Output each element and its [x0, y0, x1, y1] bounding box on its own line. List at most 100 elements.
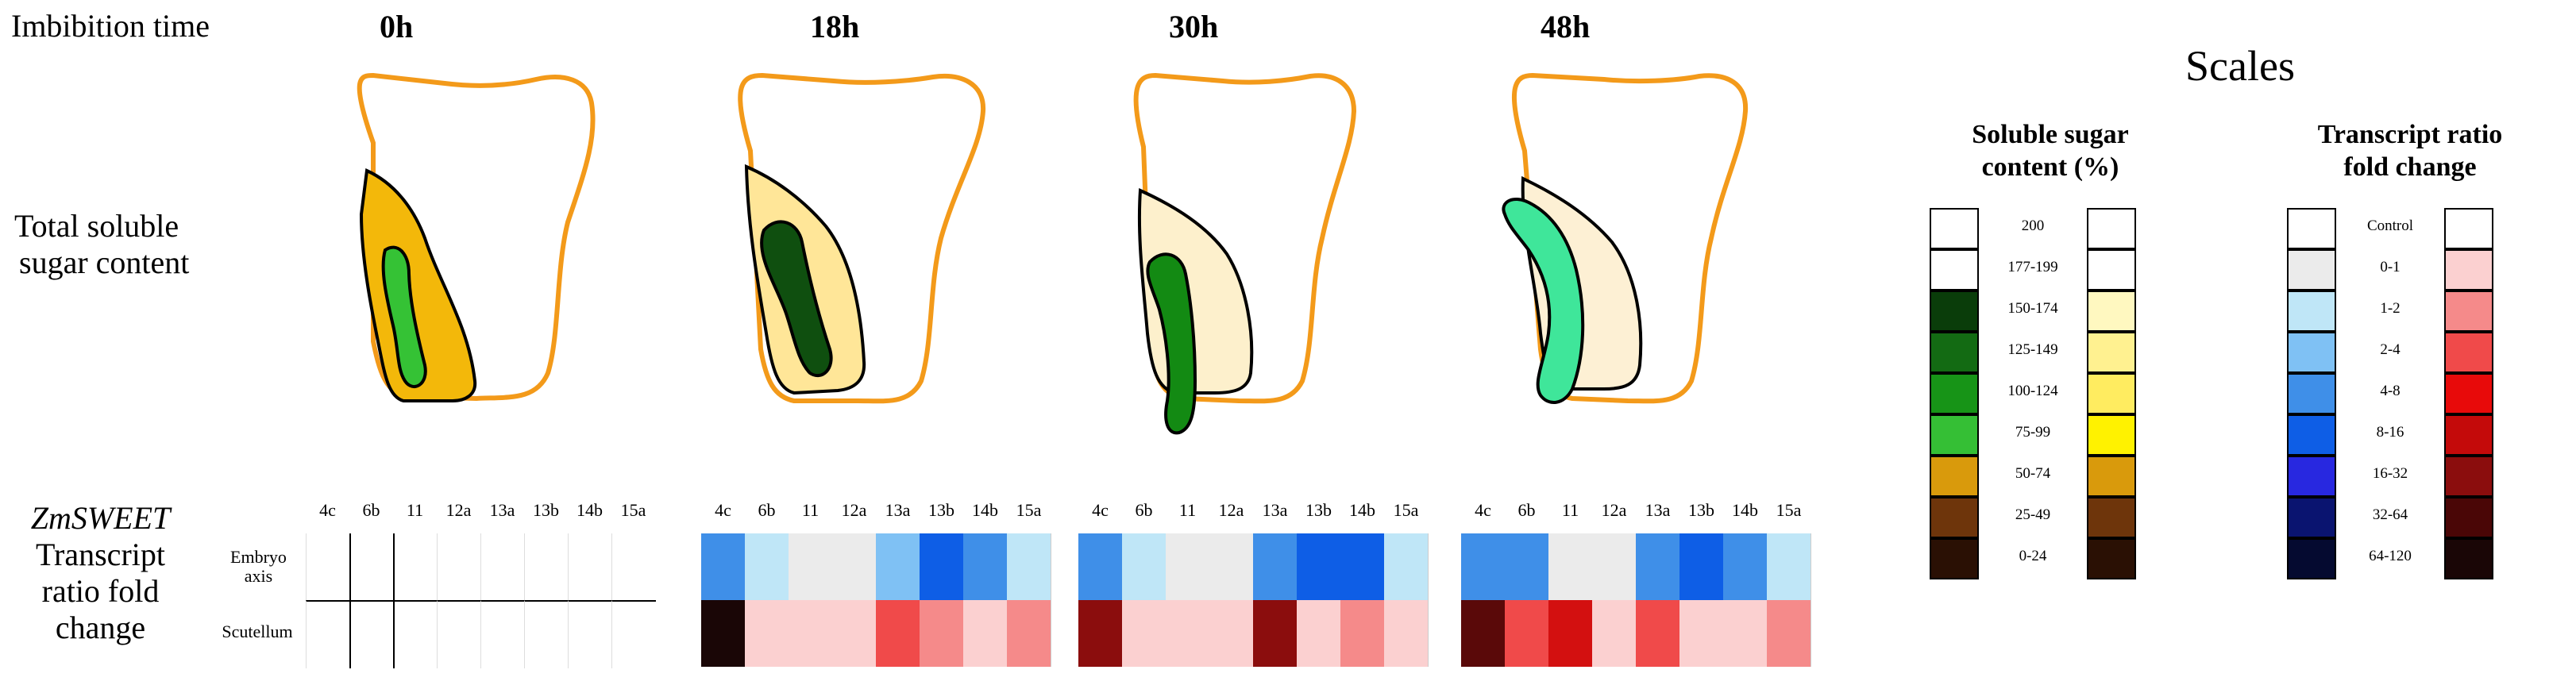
sugar-scale-swatch-right-7: [2087, 497, 2136, 538]
heatmap-cell-embryo-13a: [480, 533, 525, 600]
heatmap-cell-scutellum-4c: [1461, 600, 1506, 667]
gene-header-11: 11: [406, 500, 424, 520]
sugar-scale-swatch-left-6: [1930, 456, 1979, 497]
sugar-scale-swatch-right-1: [2087, 249, 2136, 291]
gene-header-6b: 6b: [362, 500, 380, 520]
heatmap-cell-scutellum-13a: [1253, 600, 1298, 667]
heatmap-cell-embryo-13b: [920, 533, 964, 600]
heatmap-cell-scutellum-14b: [1340, 600, 1385, 667]
heatmap-cell-scutellum-15a: [1384, 600, 1429, 667]
heatmap-cell-scutellum-13a: [480, 600, 525, 668]
embryo-axis-label-line2: axis: [244, 566, 273, 587]
sugar-scale-swatch-left-8: [1930, 538, 1979, 579]
sugar-scale-swatch-right-8: [2087, 538, 2136, 579]
transcript-scale-swatch-left-3: [2287, 332, 2336, 373]
sugar-row-label: Total soluble sugar content: [14, 208, 189, 281]
transcript-scale-swatch-left-5: [2287, 414, 2336, 456]
heatmap-cell-scutellum-6b: [745, 600, 789, 667]
heatmap-cell-scutellum-13b: [1297, 600, 1341, 667]
heatmap-cell-scutellum-13b: [524, 600, 569, 668]
transcript-label-line3: change: [55, 610, 146, 645]
sugar-scale: 200 177-199 150-174 125-149 100-124 75-99 50-7…: [1930, 208, 2168, 593]
transcript-scale-title-line1: Transcript ratio: [2317, 120, 2503, 149]
time-label-0h: 0h: [380, 9, 414, 44]
heatmap-cell-embryo-12a: [437, 533, 481, 600]
gene-header-13a: 13a: [885, 500, 911, 520]
sugar-scale-swatch-left-0: [1930, 208, 1979, 249]
heatmap-cell-embryo-13b: [1679, 533, 1724, 600]
transcript-scale-swatch-right-3: [2444, 332, 2493, 373]
embryo-axis-row-label: Embryo axis: [213, 547, 304, 587]
seed-18h: [738, 72, 986, 404]
sugar-scale-label-1: 177-199: [2007, 259, 2058, 275]
sugar-scale-label-7: 25-49: [2015, 506, 2051, 523]
heatmap-cell-embryo-13b: [524, 533, 569, 600]
gene-header-6b: 6b: [1135, 500, 1153, 520]
embryo-axis-30h: [1146, 252, 1197, 435]
scutellum-row-label: Scutellum: [222, 622, 293, 641]
sugar-scale-title-line1: Soluble sugar: [1972, 120, 2129, 149]
transcript-scale-title: Transcript ratio fold change: [2279, 119, 2541, 184]
heatmap-cell-embryo-11: [1166, 533, 1210, 600]
sugar-scale-label-8: 0-24: [2019, 548, 2047, 564]
heatmap-cell-scutellum-12a: [1592, 600, 1637, 667]
heatmap-cell-embryo-4c: [1078, 533, 1123, 600]
heatmap-cell-embryo-15a: [1007, 533, 1051, 600]
gene-header-13b: 13b: [1305, 500, 1332, 520]
transcript-scale-label-1: 0-1: [2380, 259, 2401, 275]
gene-header-12a: 12a: [841, 500, 867, 520]
embryo-axis-48h: [1502, 198, 1585, 404]
heatmap-cell-embryo-13a: [876, 533, 920, 600]
time-label-18h: 18h: [810, 9, 860, 44]
gene-header-14b: 14b: [972, 500, 998, 520]
sugar-scale-label-6: 50-74: [2015, 465, 2051, 482]
heatmap-cell-scutellum-11: [789, 600, 833, 667]
heatmap-cell-embryo-11: [393, 533, 438, 600]
transcript-scale-swatch-right-4: [2444, 373, 2493, 414]
heatmap-cell-scutellum-13b: [920, 600, 964, 667]
heatmap-cell-embryo-15a: [1767, 533, 1811, 600]
heatmap-cell-scutellum-15a: [1767, 600, 1811, 667]
heatmap-cell-embryo-13b: [1297, 533, 1341, 600]
gene-header-15a: 15a: [620, 500, 646, 520]
heatmap-cell-scutellum-12a: [437, 600, 481, 668]
heatmap-cell-embryo-12a: [1592, 533, 1637, 600]
sugar-scale-swatch-right-0: [2087, 208, 2136, 249]
gene-header-13a: 13a: [1645, 500, 1671, 520]
heatmap-cell-scutellum-13a: [1636, 600, 1680, 667]
transcript-scale-label-2: 1-2: [2380, 300, 2401, 317]
heatmap-cell-scutellum-11: [1166, 600, 1210, 667]
transcript-row-label: ZmSWEET Transcript ratio fold change: [11, 500, 190, 646]
sugar-scale-swatch-left-2: [1930, 291, 1979, 332]
heatmap-cell-embryo-12a: [1209, 533, 1254, 600]
transcript-scale-swatch-right-0: [2444, 208, 2493, 249]
sugar-scale-label-4: 100-124: [2007, 383, 2058, 399]
gene-header-12a: 12a: [1218, 500, 1244, 520]
heatmap-cell-embryo-14b: [568, 533, 612, 600]
transcript-scale-swatch-right-8: [2444, 538, 2493, 579]
gene-header-15a: 15a: [1016, 500, 1042, 520]
imbibition-time-label: Imbibition time: [11, 8, 210, 44]
gene-header-13b: 13b: [1688, 500, 1714, 520]
gene-header-14b: 14b: [1349, 500, 1375, 520]
heatmap-cell-scutellum-12a: [832, 600, 877, 667]
sugar-scale-swatch-left-5: [1930, 414, 1979, 456]
transcript-scale-label-5: 8-16: [2376, 424, 2404, 441]
heatmap-cell-embryo-14b: [1723, 533, 1768, 600]
sugar-scale-swatch-left-7: [1930, 497, 1979, 538]
gene-family-label: ZmSWEET: [30, 500, 171, 536]
transcript-scale-title-line2: fold change: [2343, 152, 2477, 182]
gene-header-15a: 15a: [1776, 500, 1802, 520]
sugar-scale-swatch-right-4: [2087, 373, 2136, 414]
heatmap-cell-scutellum-6b: [1122, 600, 1167, 667]
sugar-scale-title: Soluble sugar content (%): [1931, 119, 2169, 184]
heatmap-cell-scutellum-11: [393, 600, 438, 668]
heatmap-cell-embryo-6b: [1122, 533, 1167, 600]
transcript-scale-swatch-left-8: [2287, 538, 2336, 579]
transcript-scale-label-7: 32-64: [2372, 506, 2408, 523]
gene-header-13b: 13b: [533, 500, 559, 520]
gene-header-11: 11: [1561, 500, 1579, 520]
gene-header-6b: 6b: [758, 500, 776, 520]
gene-header-4c: 4c: [1092, 500, 1109, 520]
